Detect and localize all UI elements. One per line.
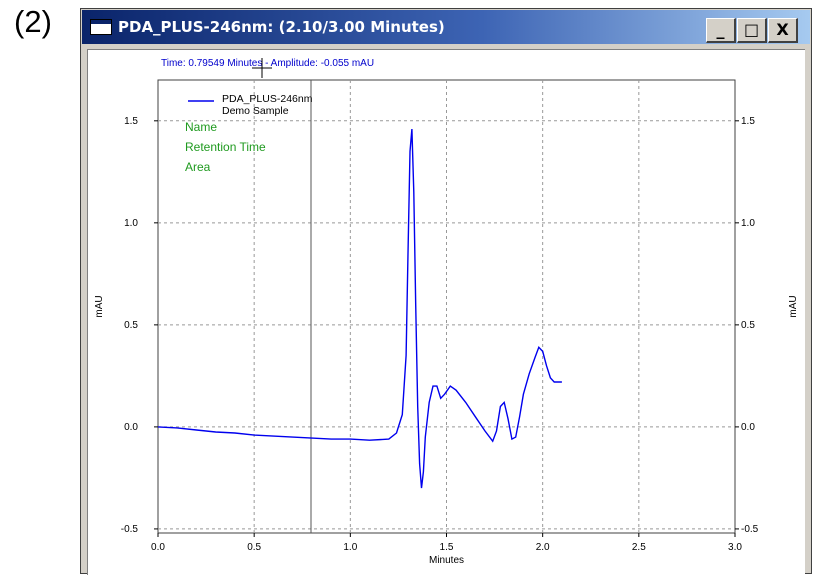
axis-ticks: 0.0 0.5 1.0 1.5 2.0 2.5 3.0 -0.5 -0.5 0.0 0.0 0.5 0.… — [121, 116, 759, 553]
close-button[interactable]: X — [768, 18, 798, 43]
y-tick-label-right: 0.5 — [741, 320, 755, 331]
maximize-button[interactable]: □ — [737, 18, 767, 43]
y-tick-label: 0.0 — [124, 422, 138, 433]
y-tick-label-right: -0.5 — [741, 524, 759, 535]
x-axis-label: Minutes — [429, 555, 464, 566]
chromatogram-chart[interactable]: Time: 0.79549 Minutes - Amplitude: -0.05… — [88, 50, 806, 576]
cursor-readout: Time: 0.79549 Minutes - Amplitude: -0.05… — [161, 58, 374, 69]
grid-lines — [158, 80, 735, 533]
peak-field-name: Name — [185, 120, 217, 134]
x-tick-label: 1.5 — [440, 542, 454, 553]
y-tick-label: 1.5 — [124, 116, 138, 127]
y-tick-label: 0.5 — [124, 320, 138, 331]
series-line-pda-plus-246nm — [157, 128, 562, 489]
x-tick-label: 2.5 — [632, 542, 646, 553]
chart-area[interactable]: Time: 0.79549 Minutes - Amplitude: -0.05… — [87, 49, 805, 575]
y-axis-label-right: mAU — [788, 295, 799, 317]
window-app-icon[interactable] — [90, 19, 112, 35]
y-tick-label-right: 1.5 — [741, 116, 755, 127]
peak-field-area: Area — [185, 160, 211, 174]
legend-sample-name: Demo Sample — [222, 105, 289, 117]
y-tick-label-right: 1.0 — [741, 218, 755, 229]
window-title: PDA_PLUS-246nm: (2.10/3.00 Minutes) — [118, 18, 445, 36]
minimize-button[interactable]: _ — [706, 18, 736, 43]
y-axis-label: mAU — [94, 295, 105, 317]
x-tick-label: 1.0 — [343, 542, 357, 553]
y-tick-label-right: 0.0 — [741, 422, 755, 433]
y-tick-label: 1.0 — [124, 218, 138, 229]
chromatogram-window: PDA_PLUS-246nm: (2.10/3.00 Minutes) _ □ … — [80, 8, 812, 575]
peak-field-retention-time: Retention Time — [185, 140, 266, 154]
x-tick-label: 3.0 — [728, 542, 742, 553]
y-tick-label: -0.5 — [121, 524, 139, 535]
x-tick-label: 0.0 — [151, 542, 165, 553]
panel-label: (2) — [14, 4, 52, 39]
x-tick-label: 2.0 — [536, 542, 550, 553]
x-tick-label: 0.5 — [247, 542, 261, 553]
legend-series-name: PDA_PLUS-246nm — [222, 93, 313, 105]
title-bar[interactable]: PDA_PLUS-246nm: (2.10/3.00 Minutes) _ □ … — [82, 10, 810, 44]
crosshair-cursor-icon — [252, 58, 272, 78]
